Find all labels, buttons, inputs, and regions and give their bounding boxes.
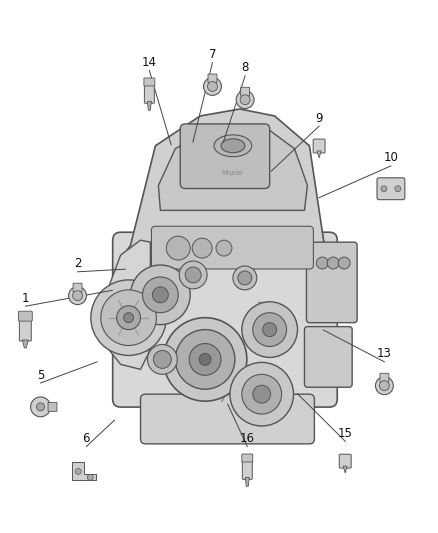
- Circle shape: [253, 313, 286, 346]
- Polygon shape: [72, 463, 96, 480]
- Text: 15: 15: [338, 427, 353, 440]
- Polygon shape: [22, 340, 28, 348]
- Circle shape: [31, 397, 50, 417]
- Polygon shape: [245, 478, 249, 486]
- Polygon shape: [101, 240, 150, 369]
- Text: 16: 16: [240, 432, 255, 445]
- FancyBboxPatch shape: [339, 454, 351, 468]
- Circle shape: [381, 185, 387, 192]
- Circle shape: [175, 329, 235, 389]
- Circle shape: [379, 381, 389, 391]
- Polygon shape: [343, 466, 347, 473]
- Circle shape: [199, 353, 211, 365]
- FancyBboxPatch shape: [380, 373, 389, 382]
- Circle shape: [124, 313, 134, 322]
- Text: 10: 10: [384, 151, 398, 164]
- Circle shape: [37, 403, 45, 411]
- FancyBboxPatch shape: [144, 78, 155, 86]
- FancyBboxPatch shape: [19, 317, 31, 341]
- Circle shape: [236, 91, 254, 109]
- Text: 7: 7: [209, 48, 216, 61]
- Circle shape: [242, 302, 297, 358]
- FancyBboxPatch shape: [242, 454, 253, 462]
- Polygon shape: [147, 101, 152, 110]
- Circle shape: [240, 95, 250, 104]
- Circle shape: [91, 280, 166, 356]
- Circle shape: [75, 469, 81, 474]
- Circle shape: [189, 343, 221, 375]
- Circle shape: [375, 377, 393, 394]
- FancyBboxPatch shape: [208, 74, 217, 83]
- Text: 9: 9: [315, 112, 323, 125]
- FancyBboxPatch shape: [48, 402, 57, 411]
- Circle shape: [253, 385, 271, 403]
- Circle shape: [204, 77, 222, 95]
- Circle shape: [101, 290, 156, 345]
- Circle shape: [216, 240, 232, 256]
- Text: 1: 1: [21, 292, 29, 305]
- Circle shape: [131, 265, 190, 325]
- FancyBboxPatch shape: [242, 459, 252, 479]
- Circle shape: [316, 257, 328, 269]
- FancyBboxPatch shape: [141, 394, 314, 444]
- Circle shape: [242, 374, 282, 414]
- Circle shape: [152, 287, 168, 303]
- Circle shape: [192, 238, 212, 258]
- Circle shape: [238, 271, 252, 285]
- Circle shape: [73, 290, 82, 301]
- Circle shape: [142, 277, 178, 313]
- Circle shape: [69, 287, 86, 304]
- FancyBboxPatch shape: [304, 327, 352, 387]
- Text: 13: 13: [377, 348, 392, 360]
- Text: 8: 8: [241, 61, 249, 75]
- Text: 14: 14: [142, 56, 157, 69]
- FancyBboxPatch shape: [377, 178, 405, 200]
- Polygon shape: [120, 109, 329, 260]
- FancyBboxPatch shape: [18, 311, 32, 321]
- Circle shape: [263, 322, 277, 336]
- Text: 2: 2: [74, 257, 81, 270]
- FancyBboxPatch shape: [145, 84, 154, 103]
- Circle shape: [338, 257, 350, 269]
- Ellipse shape: [214, 135, 252, 157]
- Circle shape: [230, 362, 293, 426]
- FancyBboxPatch shape: [180, 124, 270, 189]
- FancyBboxPatch shape: [307, 242, 357, 322]
- Polygon shape: [317, 151, 321, 158]
- Text: Mopar: Mopar: [222, 169, 244, 175]
- Circle shape: [185, 267, 201, 283]
- FancyBboxPatch shape: [240, 87, 250, 96]
- FancyBboxPatch shape: [313, 139, 325, 153]
- FancyBboxPatch shape: [73, 283, 82, 292]
- Circle shape: [208, 82, 217, 92]
- Circle shape: [87, 474, 93, 480]
- Circle shape: [395, 185, 401, 192]
- Polygon shape: [159, 125, 307, 211]
- Circle shape: [153, 351, 171, 368]
- Circle shape: [233, 266, 257, 290]
- Circle shape: [327, 257, 339, 269]
- Circle shape: [163, 318, 247, 401]
- FancyBboxPatch shape: [113, 232, 337, 407]
- Circle shape: [148, 344, 177, 374]
- Circle shape: [179, 261, 207, 289]
- Ellipse shape: [221, 139, 245, 153]
- Circle shape: [166, 236, 190, 260]
- Text: 5: 5: [37, 368, 44, 382]
- Circle shape: [117, 306, 141, 329]
- Text: 6: 6: [82, 432, 90, 445]
- FancyBboxPatch shape: [152, 226, 314, 269]
